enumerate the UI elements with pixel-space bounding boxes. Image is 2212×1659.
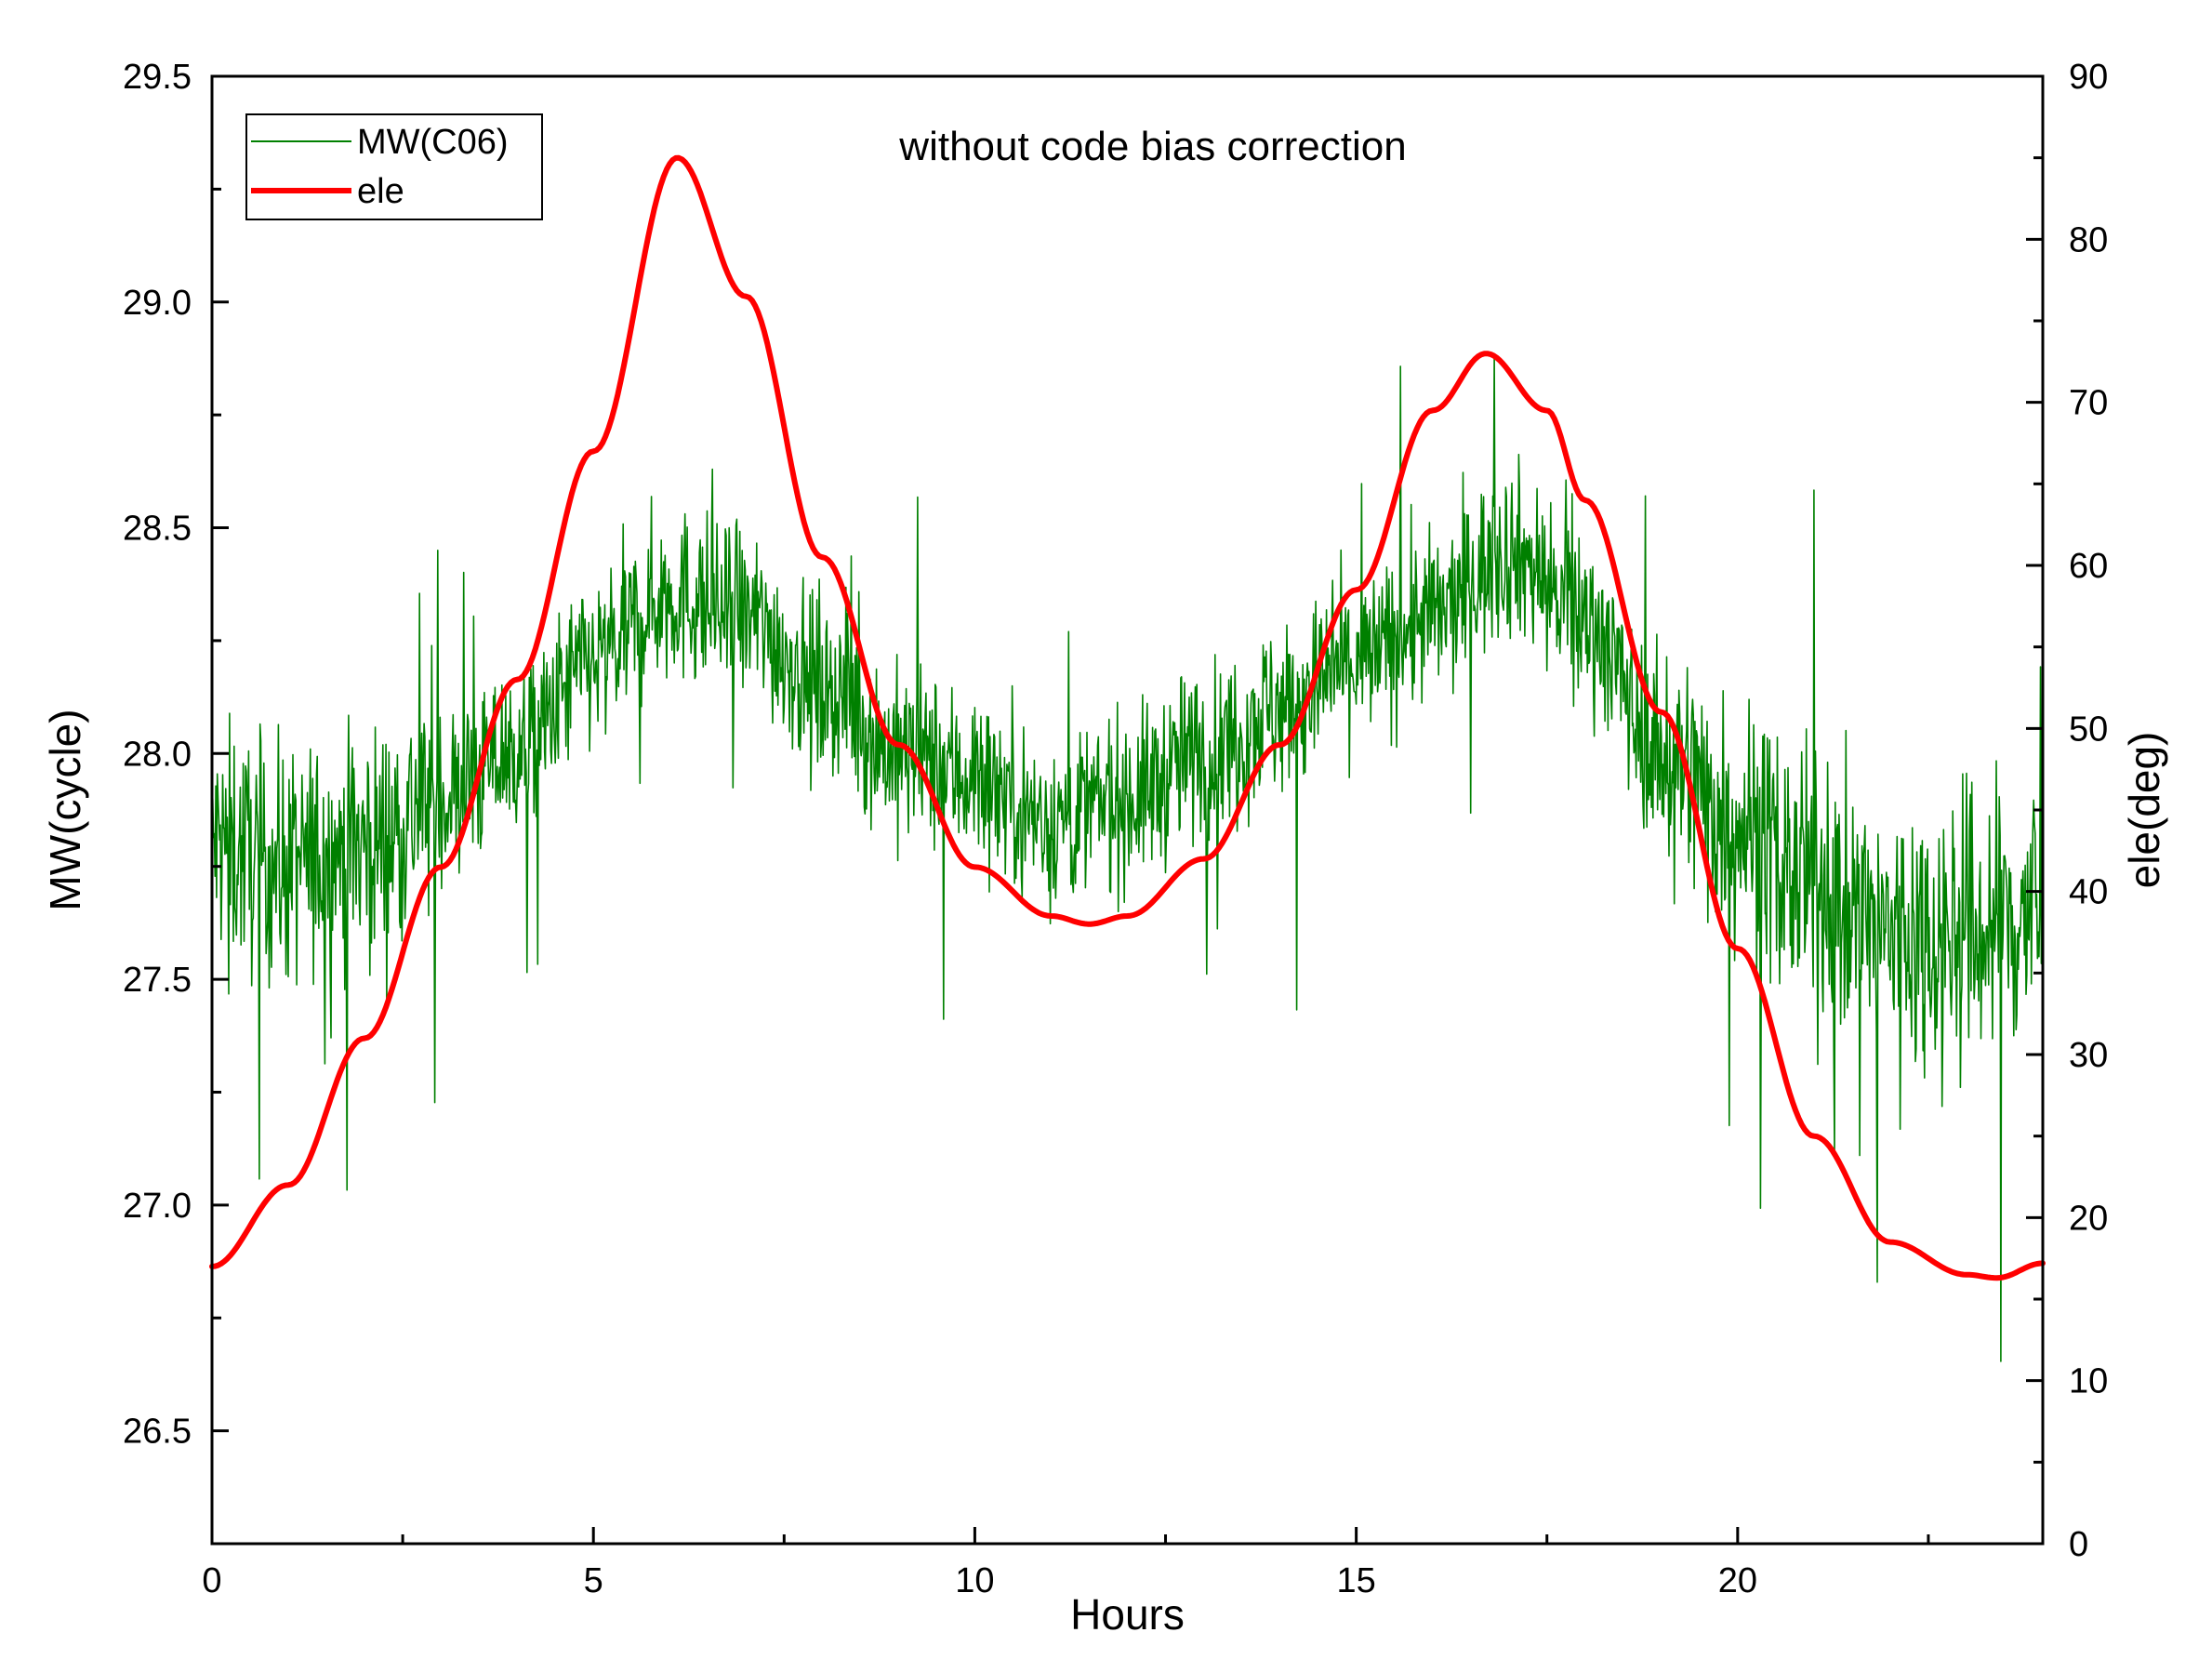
legend: MW(C06) ele <box>245 113 543 220</box>
y-left-tick-label: 27.0 <box>123 1187 192 1226</box>
y-right-tick-label: 40 <box>2069 873 2108 912</box>
legend-label-ele: ele <box>357 172 404 211</box>
x-axis-title: Hours <box>1070 1590 1185 1639</box>
legend-label-mw-c06: MW(C06) <box>357 123 509 162</box>
y-right-axis-title: ele(deg) <box>2120 732 2168 889</box>
y-right-tick-label: 30 <box>2069 1036 2108 1075</box>
y-left-tick-label: 28.5 <box>123 510 192 549</box>
x-tick-label: 0 <box>202 1561 221 1600</box>
y-left-axis-title: MW(cycle) <box>41 709 89 910</box>
y-left-tick-label: 27.5 <box>123 961 192 1000</box>
y-left-tick-label: 28.0 <box>123 735 192 774</box>
y-right-tick-label: 50 <box>2069 710 2108 749</box>
y-left-tick-label: 29.5 <box>123 58 192 97</box>
legend-box <box>245 113 543 220</box>
y-right-tick-label: 90 <box>2069 58 2108 97</box>
axis-tick-labels: 0 5 10 15 20 26.5 27.0 27.5 28.0 28.5 29.0 29.5 0 10 2… <box>123 58 2108 1600</box>
y-right-tick-label: 10 <box>2069 1362 2108 1401</box>
y-right-tick-label: 20 <box>2069 1199 2108 1238</box>
x-tick-label: 20 <box>1718 1561 1757 1600</box>
chart-annotation: without code bias correction <box>898 124 1406 169</box>
y-right-tick-label: 70 <box>2069 384 2108 423</box>
y-left-tick-label: 26.5 <box>123 1413 192 1452</box>
x-tick-label: 15 <box>1336 1561 1375 1600</box>
axis-ticks <box>210 74 2043 1546</box>
y-right-tick-label: 80 <box>2069 220 2108 259</box>
series-ele-line <box>209 154 2046 1281</box>
series-mw-c06-line <box>211 353 2044 1362</box>
x-tick-label: 10 <box>955 1561 994 1600</box>
y-right-tick-label: 0 <box>2069 1525 2088 1564</box>
y-right-tick-label: 60 <box>2069 547 2108 586</box>
x-tick-label: 5 <box>584 1561 603 1600</box>
y-left-tick-label: 29.0 <box>123 284 192 323</box>
